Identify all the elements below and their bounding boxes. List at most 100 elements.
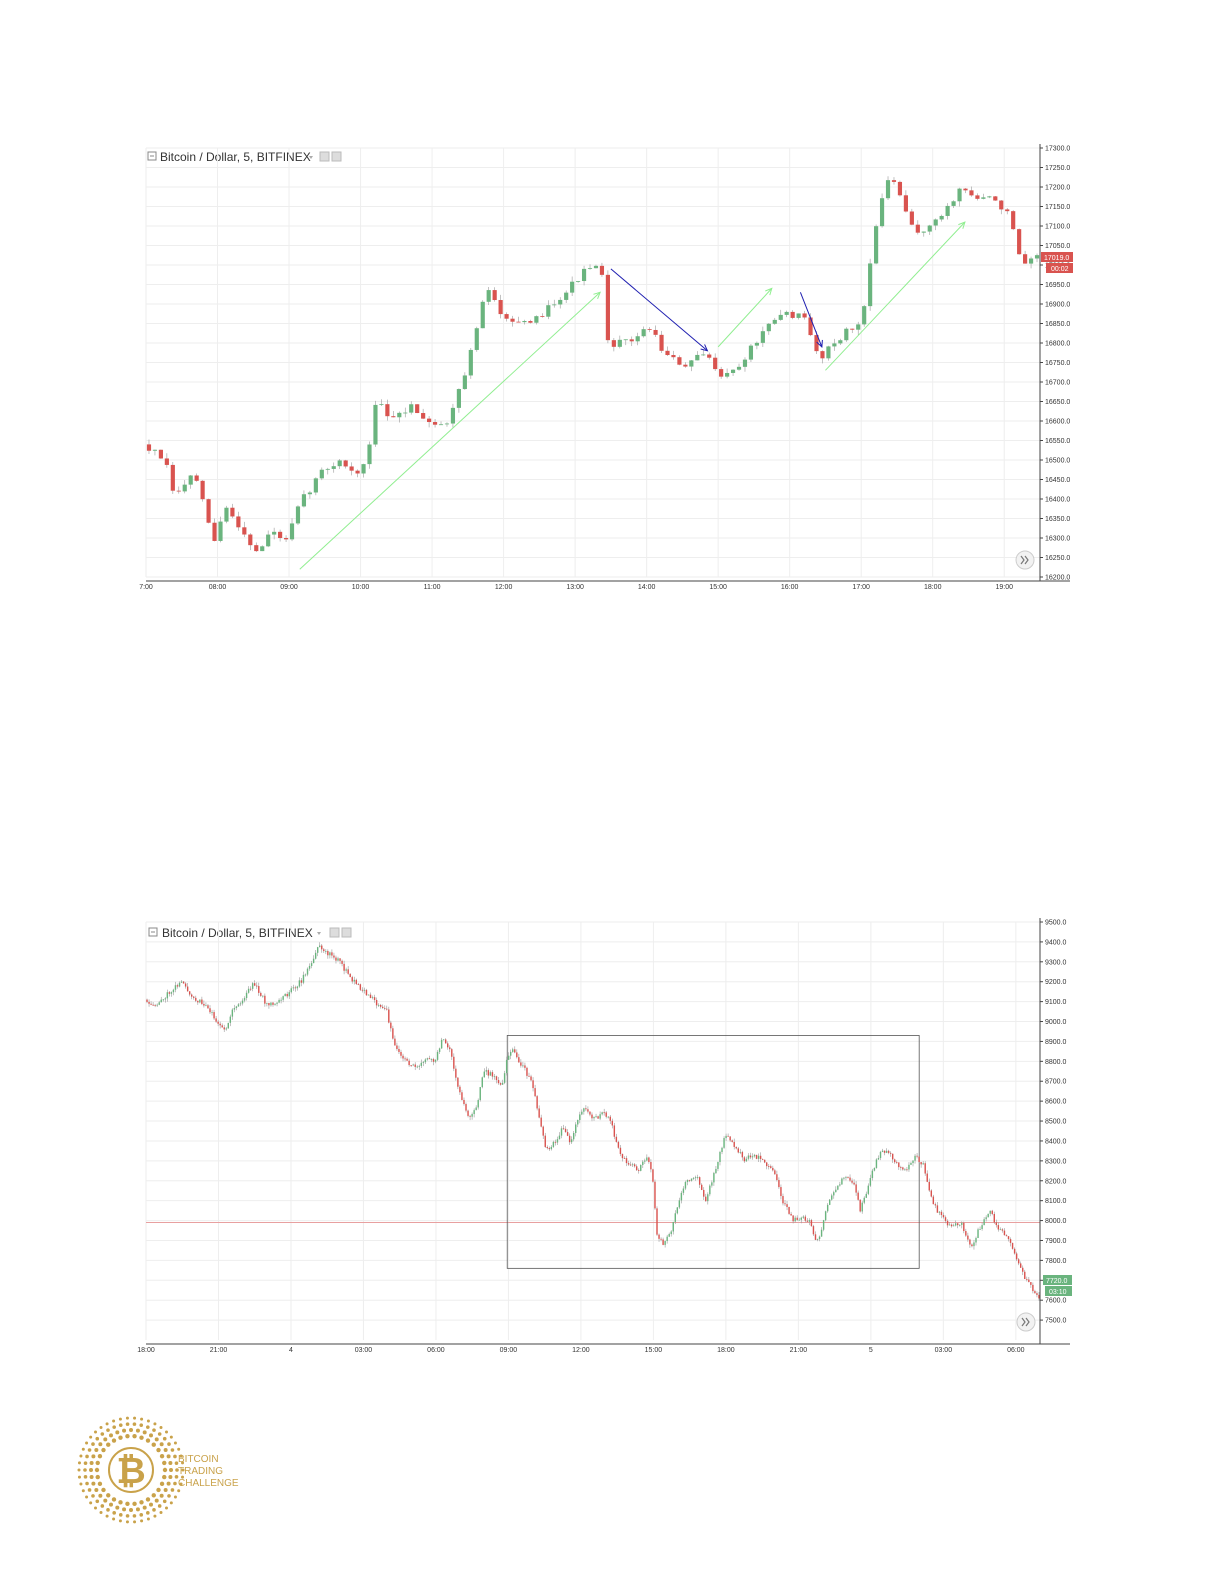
y-tick-label: 7500.0 (1045, 1318, 1067, 1325)
candle (507, 1052, 510, 1060)
settings-icon[interactable] (329, 927, 340, 938)
candle (237, 1003, 240, 1007)
chevron-down-icon[interactable] (317, 932, 321, 935)
candle (493, 1074, 496, 1080)
candle-body (579, 1114, 581, 1120)
candle (920, 1161, 922, 1168)
candle-body (160, 999, 162, 1003)
candle-body (221, 1025, 223, 1028)
candle (701, 349, 706, 356)
logo-dot (154, 1437, 159, 1442)
candle (426, 1057, 429, 1061)
candle (217, 1019, 219, 1027)
candle-body (908, 1164, 910, 1170)
candle (335, 955, 337, 964)
candle-body (1017, 1259, 1020, 1264)
candle-body (264, 995, 266, 1004)
candle (751, 1153, 754, 1160)
candle (971, 1243, 973, 1248)
candle (398, 1045, 400, 1054)
time-badge-text: 03:10 (1049, 1289, 1067, 1296)
logo-dot (146, 1425, 150, 1429)
candle-body (741, 1151, 744, 1158)
logo-dot (146, 1511, 150, 1515)
logo-dot (149, 1502, 153, 1507)
candle-body (323, 949, 325, 952)
candle (623, 1156, 626, 1159)
candle (215, 1015, 217, 1023)
y-tick-label: 16850.0 (1045, 321, 1070, 328)
candle-body (593, 265, 599, 269)
candle (558, 297, 563, 309)
candle (999, 200, 1004, 215)
candle (725, 368, 730, 379)
candle (174, 981, 177, 993)
candle (942, 1212, 945, 1219)
logo-dot (111, 1438, 117, 1443)
logo-dot (169, 1501, 173, 1505)
close-icon[interactable] (331, 151, 342, 162)
close-icon[interactable] (341, 927, 352, 938)
logo-dot (106, 1428, 110, 1432)
collapse-icon[interactable] (147, 151, 157, 161)
collapse-icon[interactable] (148, 927, 158, 937)
candle (1028, 256, 1034, 269)
candle-body (862, 306, 867, 325)
candle (754, 341, 759, 350)
y-tick-label: 8600.0 (1045, 1099, 1067, 1106)
candle-body (601, 1112, 603, 1115)
candle-body (871, 1170, 874, 1179)
candle (461, 1089, 463, 1101)
logo-dot (162, 1436, 167, 1441)
candle-body (683, 364, 688, 367)
candle (319, 942, 321, 948)
price-badge-text: 17019.0 (1044, 255, 1069, 262)
candle-body (206, 499, 211, 523)
candle-body (321, 945, 323, 950)
candle (916, 1152, 918, 1159)
candle-body (390, 1022, 392, 1029)
y-tick-label: 16400.0 (1045, 497, 1070, 504)
candle (683, 362, 688, 368)
candle (828, 1198, 831, 1206)
double-chevron-right-icon[interactable] (1016, 1312, 1036, 1332)
candle-body (331, 952, 333, 956)
candle-body (197, 1000, 199, 1003)
candle-body (420, 1062, 423, 1066)
logo-dot (89, 1461, 94, 1466)
logo-dot (118, 1417, 122, 1421)
candle-body (749, 1155, 752, 1158)
candle-body (474, 328, 479, 350)
candle-body (617, 1141, 620, 1148)
candle-body (1038, 1294, 1040, 1299)
chevron-down-icon[interactable] (309, 156, 313, 159)
candle (408, 1058, 410, 1067)
candle-body (503, 1073, 506, 1083)
candle-body (504, 314, 509, 319)
candle-body (156, 1004, 158, 1006)
candle (676, 1207, 679, 1215)
candle-body (575, 1124, 577, 1133)
candle (772, 1165, 774, 1172)
settings-icon[interactable] (319, 151, 330, 162)
double-chevron-right-icon[interactable] (1015, 550, 1035, 570)
candle-body (211, 1012, 213, 1013)
candle (381, 1004, 384, 1009)
candle-body (818, 1236, 821, 1240)
candle (570, 1136, 573, 1144)
candle-body (828, 1199, 831, 1205)
candle (516, 1049, 518, 1059)
candle (621, 1153, 624, 1162)
candle-body (444, 1039, 447, 1044)
logo-dot (152, 1428, 156, 1432)
logo-dot (139, 1500, 144, 1505)
candle (910, 1161, 912, 1165)
candle-body (260, 546, 265, 552)
candle (449, 1045, 451, 1053)
candle (225, 1026, 227, 1031)
candle-body (843, 1177, 845, 1179)
candle (427, 415, 432, 428)
logo-dot (94, 1467, 100, 1473)
candle-body (486, 290, 491, 302)
candle-body (542, 1126, 544, 1136)
